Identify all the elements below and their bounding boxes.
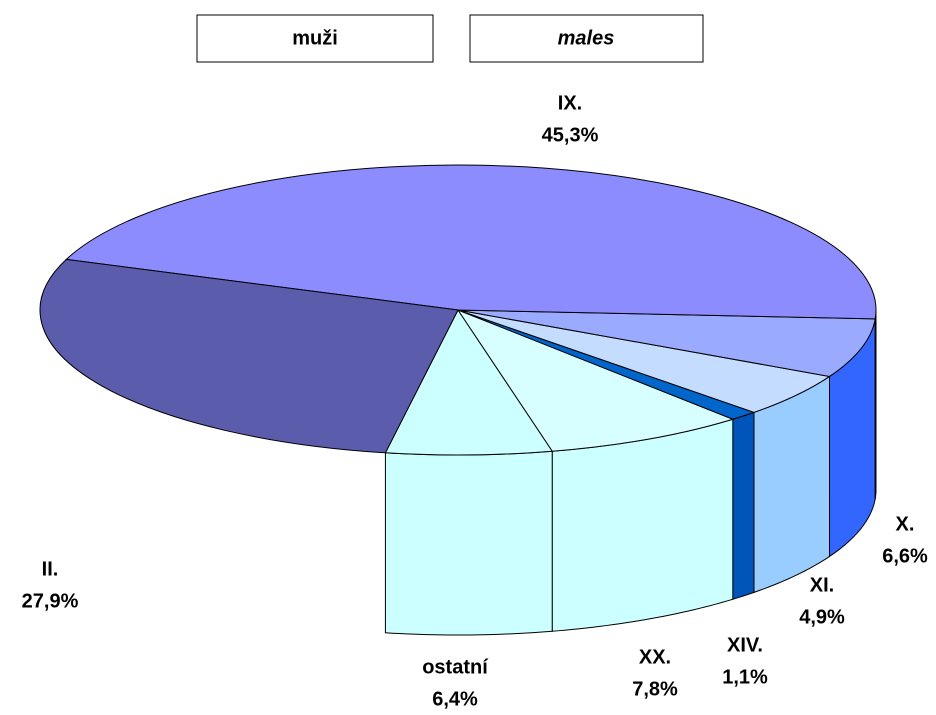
slice-value-label: 6,4% (432, 688, 478, 710)
slice-value-label: 45,3% (542, 124, 599, 146)
slice-label: X. (896, 513, 915, 535)
slice-side (753, 375, 831, 594)
slice (456, 308, 735, 452)
slice-value-label: 7,8% (632, 678, 678, 700)
slice-value-label: 4,9% (799, 606, 845, 628)
chart-subtitle: males (558, 27, 615, 49)
slice-value-label: 27,9% (22, 590, 79, 612)
slice-value-label: 1,1% (722, 666, 768, 688)
slice-label: ostatní (422, 656, 489, 678)
slice-label: IX. (558, 92, 582, 114)
slice-side (384, 450, 553, 636)
slice-label: II. (42, 558, 59, 580)
slice (65, 164, 877, 320)
slice-side (732, 411, 755, 600)
slice (384, 309, 554, 456)
chart-title: muži (292, 27, 338, 49)
slice (39, 258, 459, 454)
slice-label: XI. (810, 574, 834, 596)
title-box (196, 14, 434, 63)
subtitle-box (469, 14, 704, 63)
slice-side (874, 309, 877, 499)
slice-side (551, 418, 734, 632)
slice-label: XX. (639, 646, 671, 668)
slice (457, 309, 876, 377)
slice-value-label: 6,6% (882, 545, 928, 567)
slice-label: XIV. (727, 634, 763, 656)
